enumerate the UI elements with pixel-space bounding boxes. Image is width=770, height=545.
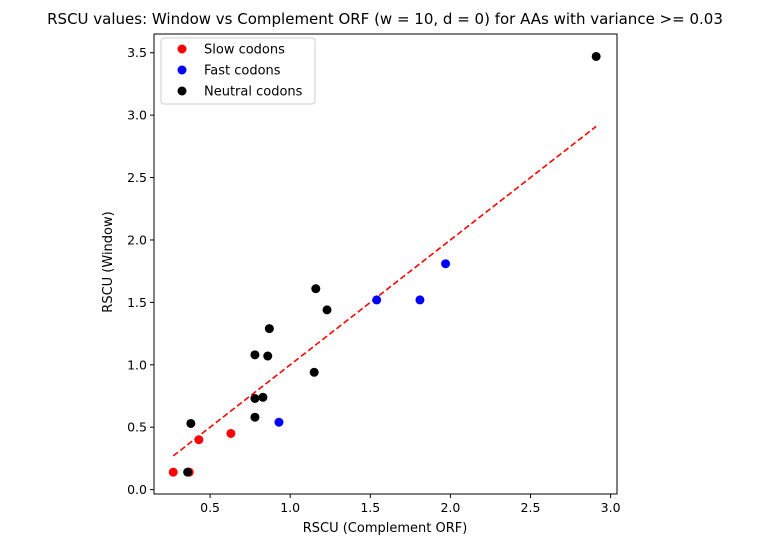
legend-label-slow-codons: Slow codons [204,43,285,58]
legend-marker-slow-codons [177,44,187,54]
legend-label-neutral-codons: Neutral codons [204,85,303,100]
legend-marker-fast-codons [177,65,187,75]
x-tick-label: 2.5 [521,500,541,515]
neutral-codons-point [311,284,321,294]
neutral-codons-point [250,350,260,360]
y-tick-label: 3.0 [127,108,147,123]
legend: Slow codons Fast codons Neutral codons [160,37,316,105]
x-tick-label: 0.5 [200,500,220,515]
slow-codons-point [194,435,204,445]
slow-codons-point [226,428,236,438]
y-tick-label: 2.5 [127,170,147,185]
neutral-codons-point [264,324,274,334]
x-tick-label: 1.5 [360,500,380,515]
y-tick-label: 0.5 [127,420,147,435]
neutral-codons-point [263,351,273,361]
neutral-codons-point [186,418,196,428]
neutral-codons-point [250,412,260,422]
chart-title: RSCU values: Window vs Complement ORF (w… [47,10,723,28]
fit-line [172,125,597,457]
y-tick-label: 0.0 [127,482,147,497]
legend-label-fast-codons: Fast codons [204,64,281,79]
x-tick-label: 2.0 [440,500,460,515]
y-tick-label: 3.5 [127,45,147,60]
legend-marker-neutral-codons [177,86,187,96]
y-tick-label: 2.0 [127,232,147,247]
neutral-codons-point [183,467,193,477]
legend-box [160,37,316,105]
fast-codons-point [415,295,425,305]
neutral-codons-point [309,367,319,377]
neutral-codons-point [250,394,260,404]
plot-area: 0.5 1.0 1.5 2.0 2.5 3.0 0.0 0.5 1.0 1.5 2.0 2.5 3.0 3… [127,33,621,515]
fast-codons-point [441,259,451,269]
x-tick-label: 1.0 [280,500,300,515]
fast-codons-point [274,417,284,427]
y-tick-label: 1.5 [127,295,147,310]
plot-frame [153,33,618,495]
y-axis-label: RSCU (Window) [101,211,116,312]
slow-codons-point [168,467,178,477]
neutral-codons-point [591,51,601,61]
x-axis-label: RSCU (Complement ORF) [303,521,468,536]
neutral-codons-point [322,305,332,315]
neutral-codons-point [258,392,268,402]
x-tick-label: 3.0 [601,500,621,515]
y-tick-label: 1.0 [127,357,147,372]
fast-codons-point [372,295,382,305]
